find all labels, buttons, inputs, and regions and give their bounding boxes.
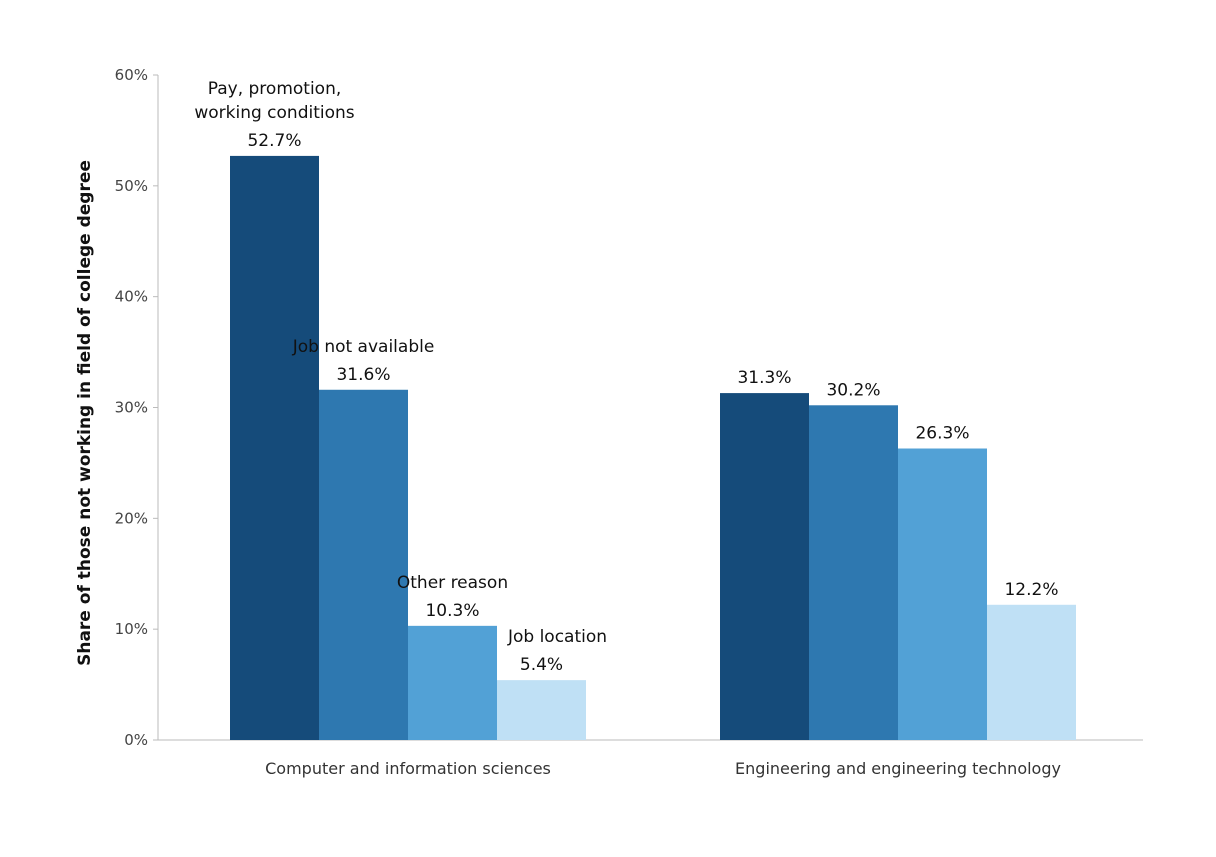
series-label: Job location — [507, 627, 607, 647]
data-label: 10.3% — [425, 601, 479, 621]
bar — [319, 389, 408, 740]
x-category-label: Engineering and engineering technology — [735, 759, 1061, 778]
data-label: 52.7% — [247, 131, 301, 151]
data-label: 12.2% — [1004, 580, 1058, 600]
x-category-label: Computer and information sciences — [265, 759, 551, 778]
y-tick-label: 40% — [115, 288, 148, 306]
bar — [230, 155, 319, 741]
y-tick-label: 30% — [115, 399, 148, 417]
data-label: 30.2% — [826, 380, 880, 400]
y-axis-label: Share of those not working in field of c… — [75, 160, 95, 666]
data-label: 5.4% — [520, 655, 563, 675]
bar — [720, 393, 809, 740]
series-label: Pay, promotion, — [208, 79, 342, 99]
y-tick-label: 20% — [115, 509, 148, 527]
y-tick-label: 60% — [115, 66, 148, 84]
y-tick-label: 0% — [124, 731, 148, 749]
series-label: Other reason — [397, 573, 508, 593]
bar — [809, 405, 898, 740]
bar — [497, 680, 586, 740]
y-tick-label: 10% — [115, 620, 148, 638]
series-label: Job not available — [292, 337, 435, 357]
bar — [408, 625, 497, 740]
y-tick-label: 50% — [115, 177, 148, 195]
bar — [987, 604, 1076, 740]
data-label: 26.3% — [915, 424, 969, 444]
data-label: 31.3% — [737, 368, 791, 388]
series-label: working conditions — [194, 103, 354, 123]
bar — [898, 448, 987, 740]
data-label: 31.6% — [336, 365, 390, 385]
